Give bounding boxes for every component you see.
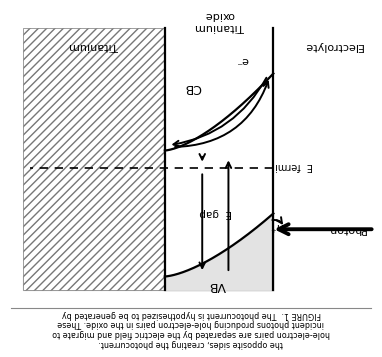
Text: E  fermi: E fermi bbox=[275, 161, 313, 171]
Text: FIGURE 1.  The photocurrent is hypothesized to be generated by: FIGURE 1. The photocurrent is hypothesiz… bbox=[62, 310, 320, 319]
Text: Titanium
oxide: Titanium oxide bbox=[194, 10, 244, 32]
Text: E  gap: E gap bbox=[199, 208, 231, 218]
Bar bbox=[23, 28, 165, 291]
Text: Electrolyte: Electrolyte bbox=[303, 41, 363, 51]
Text: Titanium: Titanium bbox=[69, 41, 118, 51]
Text: VB: VB bbox=[209, 279, 226, 292]
Text: Photon: Photon bbox=[327, 224, 366, 234]
Text: incident photons producing hole-electron pairs in the oxide. These: incident photons producing hole-electron… bbox=[58, 320, 324, 328]
Text: h⁺: h⁺ bbox=[269, 221, 282, 231]
Text: e⁻: e⁻ bbox=[235, 55, 248, 65]
Text: CB: CB bbox=[184, 81, 202, 94]
Text: hole-electron pairs are separated by the electric field and migrate to: hole-electron pairs are separated by the… bbox=[52, 329, 330, 338]
Text: the opposite sides, creating the photocurrent.: the opposite sides, creating the photocu… bbox=[99, 339, 283, 348]
